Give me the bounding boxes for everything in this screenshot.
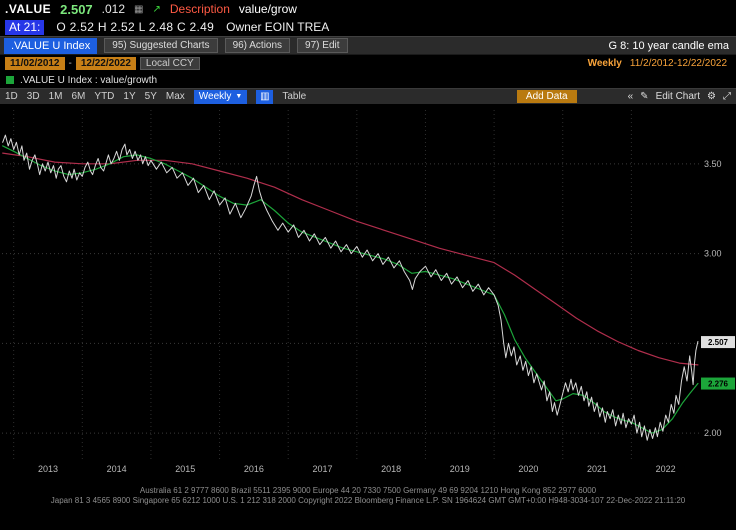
chart-tools-cluster: « ✎ Edit Chart ⚙ ⤢ <box>628 91 731 102</box>
svg-text:3.00: 3.00 <box>704 249 722 259</box>
period-range-label: Weekly 11/2/2012-12/22/2022 <box>588 58 731 69</box>
description-value: value/grow <box>238 2 297 16</box>
svg-text:2022: 2022 <box>656 464 676 474</box>
svg-text:2015: 2015 <box>175 464 195 474</box>
add-data-button[interactable]: Add Data <box>516 90 577 103</box>
svg-text:2.276: 2.276 <box>708 380 729 389</box>
chart-type-icon[interactable]: ▥ <box>256 89 274 104</box>
end-date-field[interactable]: 12/22/2022 <box>75 57 136 70</box>
svg-text:2018: 2018 <box>381 464 401 474</box>
period-dropdown-label: Weekly <box>198 90 232 102</box>
footer-phones-line2: Japan 81 3 4565 8900 Singapore 65 6212 1… <box>0 496 736 506</box>
date-separator: - <box>68 58 72 69</box>
last-price: 2.507 <box>60 1 93 17</box>
chart-area: 3.503.002.502.00201320142015201620172018… <box>0 104 736 480</box>
range-5y[interactable]: 5Y <box>144 91 157 102</box>
svg-text:2013: 2013 <box>38 464 58 474</box>
chart-title: .VALUE U Index : value/growth <box>20 74 158 86</box>
pencil-icon[interactable]: ✎ <box>640 91 649 102</box>
svg-text:3.50: 3.50 <box>704 159 722 169</box>
footer-phones-line1: Australia 61 2 9777 8600 Brazil 5511 239… <box>139 486 597 495</box>
period-dropdown[interactable]: Weekly ▼ <box>193 89 248 104</box>
range-1d[interactable]: 1D <box>5 91 18 102</box>
range-6m[interactable]: 6M <box>71 91 86 102</box>
header-row: .VALUE 2.507 .012 ▦ ↗ Description value/… <box>0 0 736 18</box>
chart-plot[interactable]: 3.503.002.502.00201320142015201620172018… <box>0 104 736 480</box>
footer-session-timestamp: SN 1964624 GMT GMT+0:00 H948-3034-107 22… <box>441 496 686 505</box>
start-date-field[interactable]: 11/02/2012 <box>5 57 65 70</box>
svg-text:2016: 2016 <box>244 464 264 474</box>
actions-button[interactable]: 96) Actions <box>224 38 291 53</box>
range-toolbar: 1D 3D 1M 6M YTD 1Y 5Y Max Weekly ▼ ▥ Tab… <box>0 88 736 104</box>
function-toolbar: .VALUE U Index 95) Suggested Charts 96) … <box>0 36 736 55</box>
collapse-icon[interactable]: « <box>627 91 634 102</box>
period-label: Weekly <box>587 58 622 69</box>
range-ytd[interactable]: YTD <box>94 91 115 102</box>
chart-title-row: .VALUE U Index : value/growth <box>0 72 736 88</box>
range-label: 11/2/2012-12/22/2022 <box>629 58 727 69</box>
ohlc-values: O 2.52 H 2.52 L 2.48 C 2.49 <box>56 20 215 34</box>
range-max[interactable]: Max <box>165 91 185 102</box>
svg-text:2017: 2017 <box>313 464 333 474</box>
edit-chart-button[interactable]: Edit Chart <box>655 91 701 102</box>
chevron-down-icon: ▼ <box>235 92 243 100</box>
suggested-charts-button[interactable]: 95) Suggested Charts <box>104 38 218 53</box>
asof-time-badge: At 21: <box>5 19 45 35</box>
svg-text:2.00: 2.00 <box>704 428 722 438</box>
svg-text:2019: 2019 <box>450 464 470 474</box>
range-1m[interactable]: 1M <box>48 91 63 102</box>
gear-icon[interactable]: ⚙ <box>707 91 716 102</box>
legend-swatch-green <box>6 76 14 84</box>
price-change: .012 <box>101 2 126 16</box>
range-3d[interactable]: 3D <box>26 91 40 102</box>
svg-text:2014: 2014 <box>107 464 127 474</box>
table-button[interactable]: Table <box>282 91 307 102</box>
description-label[interactable]: Description <box>169 2 230 16</box>
function-title: G 8: 10 year candle ema <box>608 39 729 52</box>
range-1y[interactable]: 1Y <box>123 91 136 102</box>
quote-row: At 21: O 2.52 H 2.52 L 2.48 C 2.49 Owner… <box>0 18 736 36</box>
security-chip[interactable]: .VALUE U Index <box>4 37 98 54</box>
grid-icon[interactable]: ▦ <box>134 3 144 15</box>
arrow-up-icon: ↗ <box>152 3 161 15</box>
owner-label: Owner EOIN TREA <box>226 20 330 34</box>
footer-copyright: Copyright 2022 Bloomberg Finance L.P. <box>298 496 440 505</box>
security-ticker: .VALUE <box>5 2 52 16</box>
currency-select[interactable]: Local CCY <box>139 57 200 70</box>
svg-text:2.507: 2.507 <box>708 338 729 347</box>
date-row: 11/02/2012 - 12/22/2022 Local CCY Weekly… <box>0 55 736 72</box>
expand-icon[interactable]: ⤢ <box>723 91 731 102</box>
svg-text:2021: 2021 <box>587 464 607 474</box>
edit-button[interactable]: 97) Edit <box>297 38 348 53</box>
footer-phones: Japan 81 3 4565 8900 Singapore 65 6212 1… <box>50 496 296 505</box>
footer: Australia 61 2 9777 8600 Brazil 5511 239… <box>0 480 736 530</box>
svg-text:2020: 2020 <box>518 464 538 474</box>
